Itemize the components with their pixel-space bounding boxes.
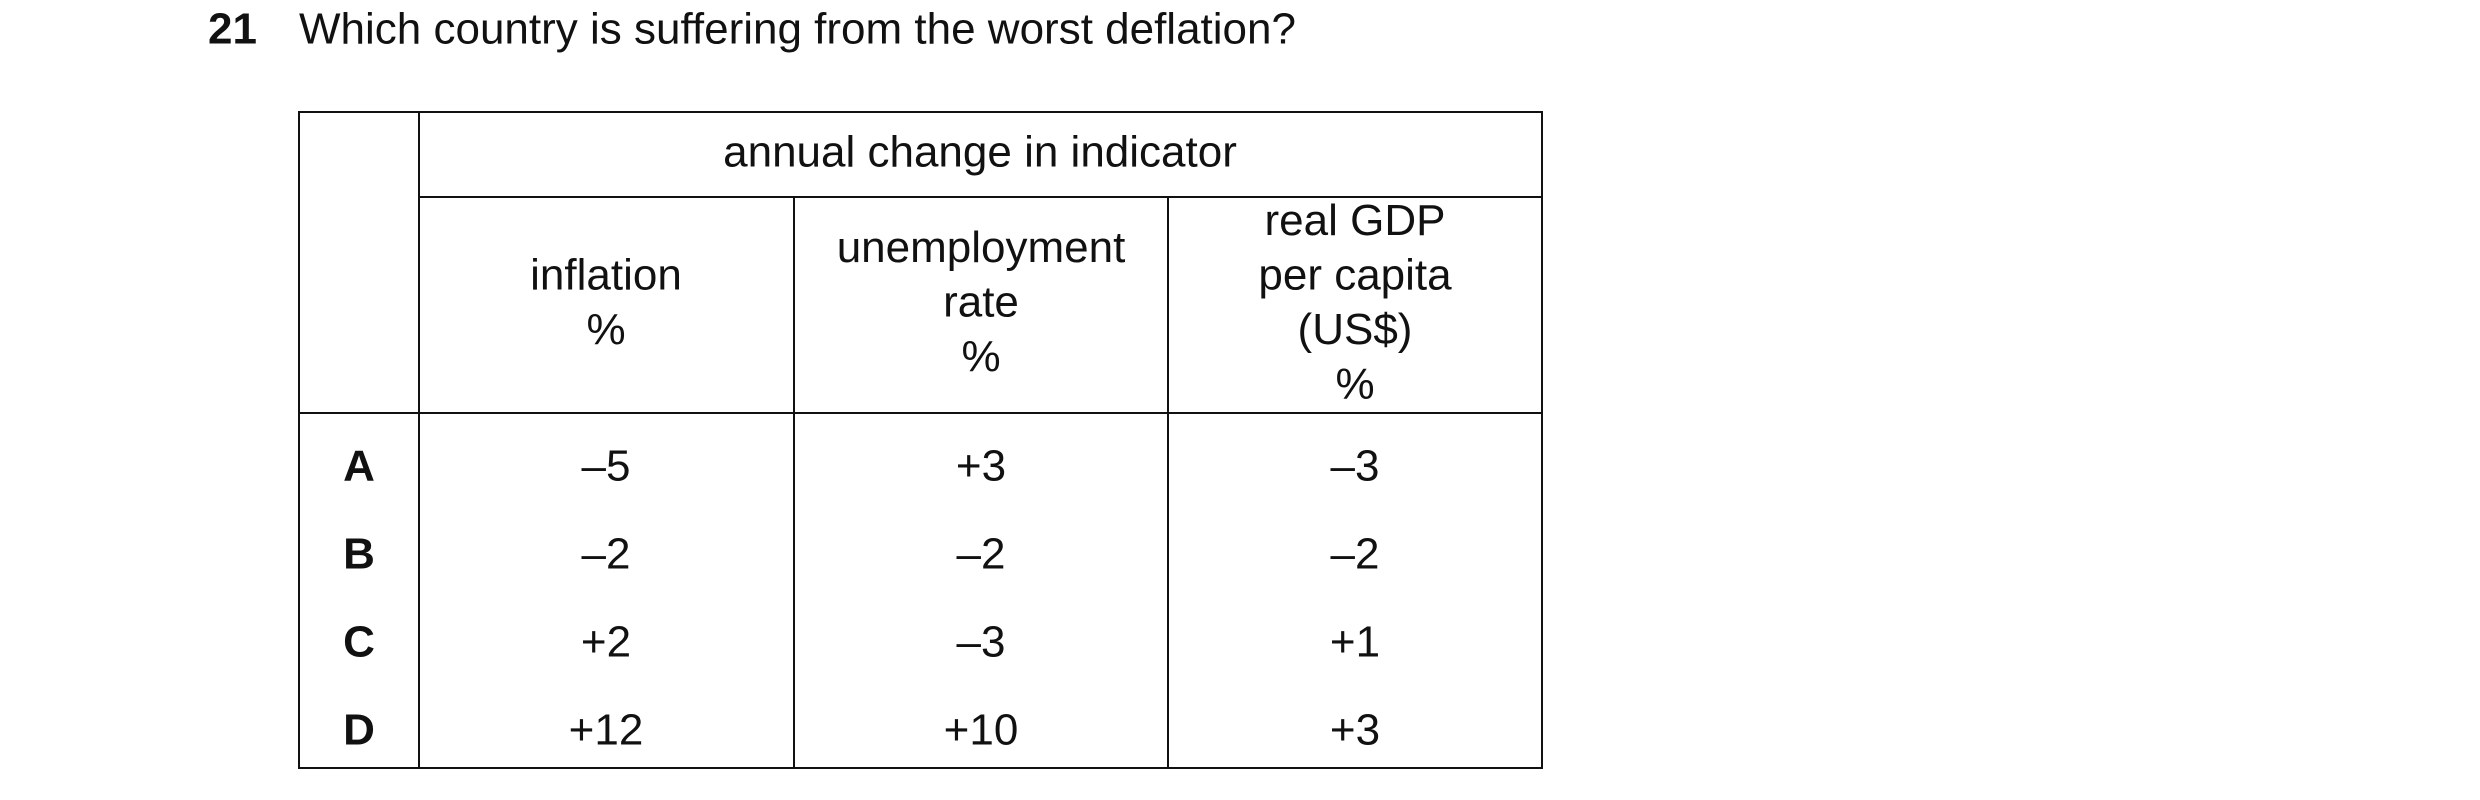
table-cell: +10	[944, 706, 1019, 755]
table-cell: +2	[581, 618, 631, 667]
question-number: 21	[208, 5, 257, 54]
column-header: %	[961, 332, 1000, 381]
group-header: annual change in indicator	[723, 128, 1237, 177]
table-cell: –2	[957, 530, 1006, 579]
table-cell: –3	[957, 618, 1006, 667]
column-header: %	[1335, 359, 1374, 408]
column-header: unemployment	[837, 223, 1126, 272]
column-header: inflation	[530, 250, 682, 299]
table-cell: –2	[582, 530, 631, 579]
column-header: rate	[943, 278, 1019, 327]
table-cell: –5	[582, 442, 631, 491]
table-cell: +1	[1330, 618, 1380, 667]
row-label: B	[343, 530, 375, 579]
question-text: Which country is suffering from the wors…	[299, 5, 1296, 54]
column-header: %	[586, 305, 625, 354]
table-cell: +3	[1330, 706, 1380, 755]
table-cell: –3	[1331, 442, 1380, 491]
column-header: per capita	[1258, 250, 1452, 299]
column-header: (US$)	[1298, 305, 1413, 354]
column-header: real GDP	[1265, 196, 1446, 245]
table-cell: –2	[1331, 530, 1380, 579]
table-outline	[298, 111, 1543, 769]
row-label: C	[343, 618, 375, 667]
row-label: D	[343, 706, 375, 755]
table-borders	[298, 111, 1543, 769]
table-cell: +12	[569, 706, 644, 755]
row-label: A	[343, 442, 375, 491]
table-cell: +3	[956, 442, 1006, 491]
